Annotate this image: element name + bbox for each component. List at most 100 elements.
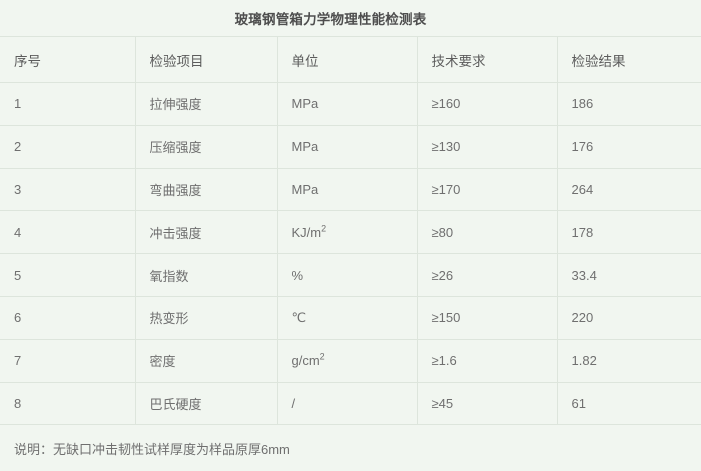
- cell-item: 压缩强度: [135, 124, 278, 169]
- cell-requirement: ≥170: [417, 167, 558, 211]
- table-row: 5 氧指数% ≥26 33.4: [0, 253, 701, 297]
- cell-requirement: ≥160: [417, 82, 558, 126]
- mechanical-properties-table: 序号 检验项目 单位 技术要求 检验结果 1 拉伸强度 MPa ≥160 186 2 压缩强…: [0, 36, 701, 471]
- cell-requirement-text: ≥1.6: [431, 353, 457, 369]
- cell-result: 264: [557, 167, 701, 211]
- cell-unit: %: [277, 253, 418, 297]
- cell-result-text: 264: [571, 181, 594, 197]
- page-title-bar: 玻璃钢管箱力学物理性能检测表: [0, 0, 701, 36]
- cell-index: 8: [0, 381, 136, 425]
- column-header-requirement: 技术要求: [417, 36, 558, 83]
- cell-result: 220: [557, 295, 701, 340]
- cell-unit-text: g/cm: [291, 353, 320, 369]
- cell-result: 33.4: [557, 253, 701, 297]
- table-row: 1 拉伸强度 MPa ≥160 186: [0, 82, 701, 126]
- cell-item-text: 弯曲强度: [149, 182, 202, 198]
- cell-requirement: ≥1.6: [417, 338, 558, 383]
- cell-item-text: 冲击强度: [149, 225, 202, 241]
- cell-requirement: ≥130: [417, 124, 558, 169]
- cell-item: 密度: [135, 338, 278, 383]
- cell-item: 氧指数: [135, 253, 278, 297]
- cell-unit: MPa: [277, 82, 418, 126]
- cell-requirement-text: ≥150: [431, 310, 461, 326]
- cell-result: 186: [557, 82, 701, 126]
- table-note: 说明：无缺口冲击韧性试样厚度为样品原厚6mm: [0, 424, 701, 471]
- cell-requirement-text: ≥26: [431, 267, 454, 283]
- cell-unit-text: %: [291, 267, 304, 283]
- cell-index-text: 7: [14, 353, 22, 369]
- cell-result-text: 186: [571, 96, 594, 112]
- cell-requirement: ≥45: [417, 381, 558, 425]
- table-body: 1 拉伸强度 MPa ≥160 186 2 压缩强度 MPa ≥130 176 3 弯曲强度 MPa ≥1…: [0, 82, 701, 471]
- table-row: 3 弯曲强度 MPa ≥170 264: [0, 167, 701, 211]
- cell-index: 3: [0, 167, 136, 211]
- cell-index-text: 4: [14, 224, 22, 240]
- table-row: 7 密度 g/cm2 ≥1.6 1.82: [0, 338, 701, 383]
- table-note-row: 说明：无缺口冲击韧性试样厚度为样品原厚6mm: [0, 424, 701, 471]
- cell-unit: g/cm2: [277, 338, 418, 383]
- cell-item: 热变形: [135, 295, 278, 340]
- cell-item: 巴氏硬度: [135, 381, 278, 425]
- cell-requirement-text: ≥160: [431, 96, 461, 112]
- cell-index: 7: [0, 338, 136, 383]
- cell-result-text: 176: [571, 139, 594, 155]
- cell-unit-text: /: [291, 395, 296, 411]
- cell-unit-exponent: 2: [319, 351, 325, 362]
- cell-index-text: 5: [14, 267, 22, 283]
- cell-item-text: 密度: [149, 354, 176, 370]
- table-row: 4 冲击强度 KJ/m2 ≥80 178: [0, 210, 701, 254]
- cell-result: 61: [557, 381, 701, 425]
- cell-index: 1: [0, 82, 136, 126]
- cell-unit-text: MPa: [291, 139, 319, 155]
- cell-index-text: 8: [14, 395, 22, 411]
- cell-item-text: 拉伸强度: [149, 97, 202, 113]
- cell-index-text: 3: [14, 181, 22, 197]
- cell-index: 6: [0, 295, 136, 340]
- table-row: 2 压缩强度 MPa ≥130 176: [0, 124, 701, 169]
- cell-item-text: 巴氏硬度: [149, 396, 202, 412]
- cell-unit: /: [277, 381, 418, 425]
- cell-index: 4: [0, 210, 136, 254]
- cell-requirement: ≥26: [417, 253, 558, 297]
- column-header-item: 检验项目: [135, 36, 278, 83]
- column-header-unit: 单位: [277, 36, 418, 83]
- cell-requirement-text: ≥170: [431, 181, 461, 197]
- cell-result: 176: [557, 124, 701, 169]
- cell-unit-text: ℃: [291, 309, 307, 325]
- cell-unit-exponent: 2: [321, 223, 327, 234]
- column-header-index: 序号: [0, 36, 136, 83]
- cell-requirement: ≥150: [417, 295, 558, 340]
- table-row: 8 巴氏硬度 / ≥45 61: [0, 381, 701, 425]
- cell-requirement-text: ≥130: [431, 139, 461, 155]
- cell-result-text: 220: [571, 310, 594, 326]
- cell-item-text: 压缩强度: [149, 140, 202, 156]
- cell-item-text: 热变形: [149, 311, 189, 327]
- cell-index-text: 1: [14, 96, 22, 112]
- cell-requirement-text: ≥45: [431, 395, 454, 411]
- cell-requirement: ≥80: [417, 210, 558, 254]
- cell-result-text: 178: [571, 224, 594, 240]
- cell-index-text: 6: [14, 310, 22, 326]
- cell-item: 弯曲强度: [135, 167, 278, 211]
- cell-unit: KJ/m2: [277, 210, 418, 254]
- cell-unit-text: MPa: [291, 181, 319, 197]
- cell-unit-text: KJ/m: [291, 224, 322, 240]
- cell-index-text: 2: [14, 139, 22, 155]
- cell-item-text: 氧指数: [149, 268, 189, 284]
- cell-unit: MPa: [277, 124, 418, 169]
- cell-index: 2: [0, 124, 136, 169]
- cell-result-text: 33.4: [571, 267, 597, 283]
- page-title: 玻璃钢管箱力学物理性能检测表: [234, 12, 427, 27]
- cell-result: 178: [557, 210, 701, 254]
- cell-index: 5: [0, 253, 136, 297]
- cell-item: 冲击强度: [135, 210, 278, 254]
- cell-item: 拉伸强度: [135, 82, 278, 126]
- cell-requirement-text: ≥80: [431, 224, 454, 240]
- column-header-result: 检验结果: [557, 36, 701, 83]
- cell-result-text: 61: [571, 395, 586, 411]
- cell-result: 1.82: [557, 338, 701, 383]
- table-header-row: 序号 检验项目 单位 技术要求 检验结果: [0, 36, 701, 83]
- table-row: 6 热变形 ℃ ≥150 220: [0, 295, 701, 340]
- cell-unit-text: MPa: [291, 96, 319, 112]
